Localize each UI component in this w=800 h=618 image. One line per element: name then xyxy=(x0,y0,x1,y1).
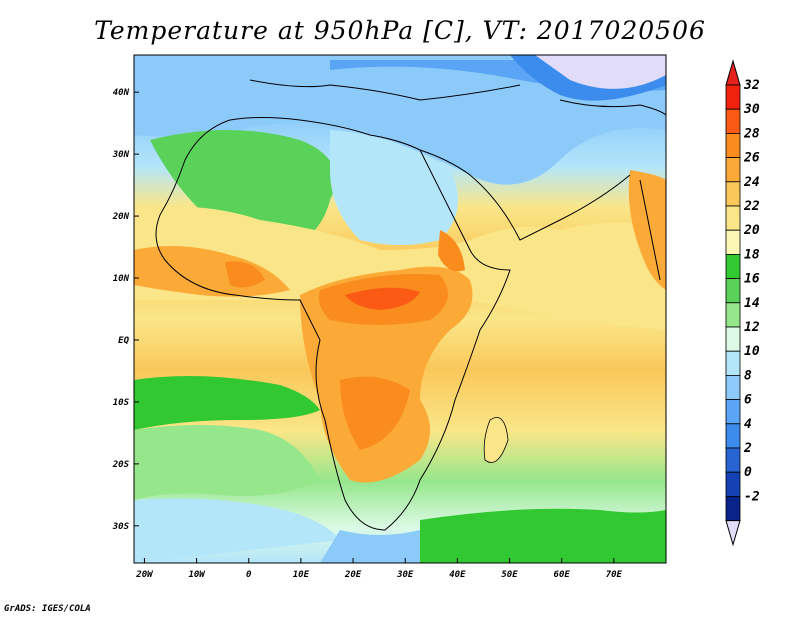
colorbar-label: 0 xyxy=(744,465,752,480)
colorbar-swatch xyxy=(725,205,741,231)
colorbar-label: 6 xyxy=(744,393,752,408)
lat-label: 10S xyxy=(113,398,130,408)
colorbar-swatch xyxy=(725,447,741,473)
temperature-field xyxy=(134,55,666,563)
colorbar-swatch xyxy=(725,278,741,304)
lon-label: 20E xyxy=(344,570,362,580)
colorbar-swatch xyxy=(725,157,741,183)
lat-label: 20S xyxy=(112,460,130,470)
colorbar-label: 20 xyxy=(743,223,760,238)
colorbar-swatch xyxy=(725,302,741,328)
credit-label: GrADS: IGES/COLA xyxy=(4,604,91,614)
lat-label: EQ xyxy=(118,336,129,346)
map-title: Temperature at 950hPa [C], VT: 201702050… xyxy=(94,16,706,45)
colorbar-over-triangle xyxy=(725,59,741,86)
lon-label: 50E xyxy=(501,570,518,580)
lat-label: 40N xyxy=(113,88,130,98)
colorbar-under-triangle xyxy=(725,520,741,547)
colorbar-swatch xyxy=(725,374,741,400)
colorbar-label: 26 xyxy=(743,151,760,166)
colorbar-label: 4 xyxy=(744,417,752,432)
colorbar-label: 18 xyxy=(744,247,760,262)
colorbar-swatch xyxy=(725,132,741,158)
lon-label: 30E xyxy=(396,570,414,580)
colorbar-swatch xyxy=(725,84,741,110)
colorbar-label: 32 xyxy=(743,78,760,93)
lon-label: 20W xyxy=(135,570,154,580)
lon-label: 10W xyxy=(188,570,206,580)
colorbar-swatch xyxy=(725,495,741,521)
lat-label: 10N xyxy=(113,274,130,284)
lat-label: 20N xyxy=(112,212,130,222)
lon-label: 60E xyxy=(554,570,571,580)
colorbar-swatch xyxy=(725,350,741,376)
colorbar-label: 30 xyxy=(743,102,760,117)
lon-label: 70E xyxy=(606,570,623,580)
latitude-labels: 40N 30N 20N 10N EQ 10S 20S 30S xyxy=(112,88,139,532)
lon-label: 10E xyxy=(293,570,310,580)
colorbar-label: 12 xyxy=(744,320,760,335)
colorbar-swatch xyxy=(725,471,741,497)
plot-frame xyxy=(133,54,667,564)
longitude-labels: 20W 10W 0 10E 20E 30E 40E 50E 60E 70E xyxy=(135,558,623,580)
colorbar-label: 16 xyxy=(744,272,760,287)
lon-label: 0 xyxy=(246,570,252,580)
colorbar-swatch xyxy=(725,326,741,352)
colorbar-label: 22 xyxy=(743,199,760,214)
colorbar-swatch xyxy=(725,423,741,449)
colorbar-label: 8 xyxy=(744,368,752,383)
colorbar-swatch xyxy=(725,253,741,279)
colorbar-swatch xyxy=(725,229,741,255)
lon-label: 40E xyxy=(449,570,466,580)
coastlines xyxy=(155,79,666,531)
colorbar-swatch xyxy=(725,108,741,134)
colorbar-label: 24 xyxy=(743,175,760,190)
colorbar-swatch xyxy=(725,399,741,425)
lat-label: 30S xyxy=(112,522,130,532)
colorbar-label: 10 xyxy=(744,344,760,359)
colorbar-label: 28 xyxy=(743,126,760,141)
colorbar-label: 2 xyxy=(743,441,752,456)
colorbar-label: 14 xyxy=(744,296,760,311)
lat-label: 30N xyxy=(112,150,130,160)
colorbar-label: -2 xyxy=(744,489,760,504)
colorbar-swatch xyxy=(725,181,741,207)
